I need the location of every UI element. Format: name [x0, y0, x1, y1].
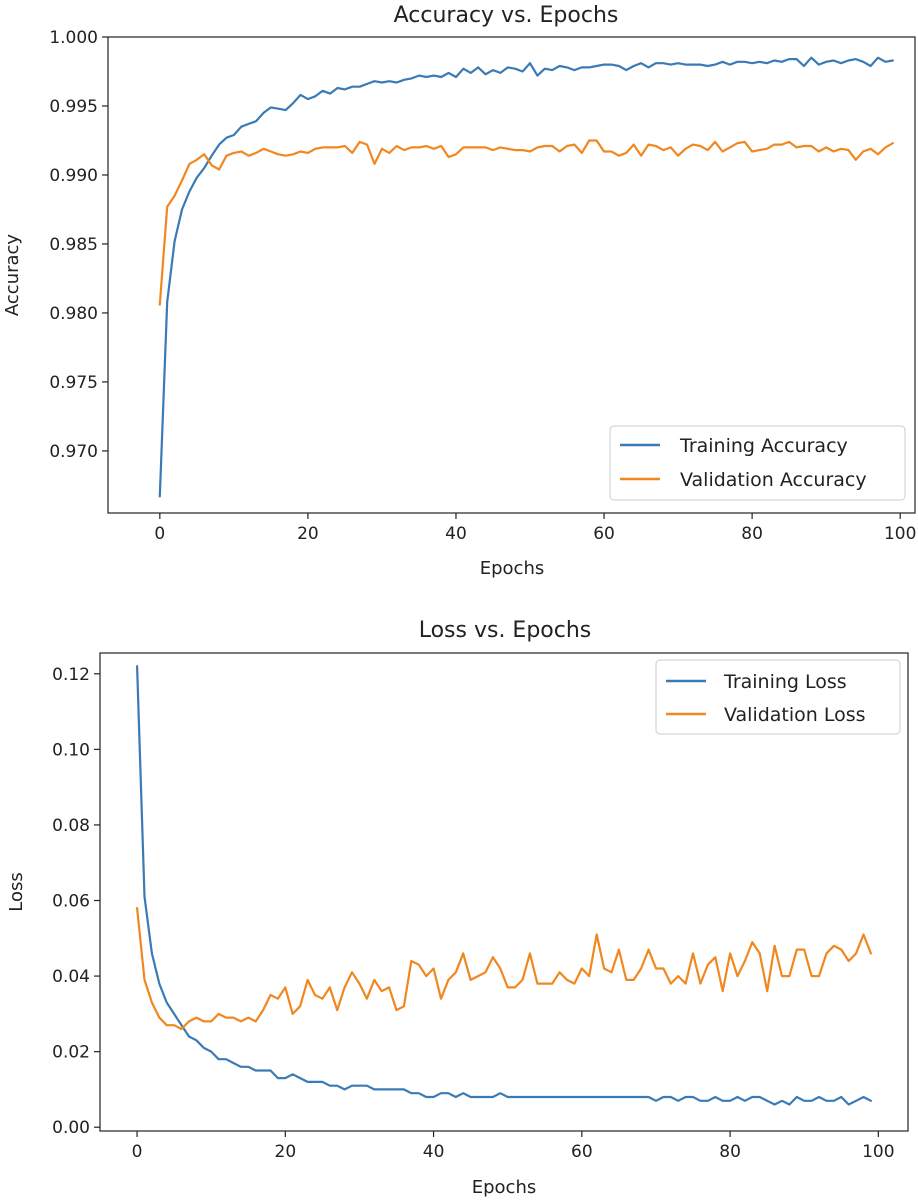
x-tick-label: 60 — [593, 524, 615, 544]
loss-legend: Training Loss Validation Loss — [655, 659, 901, 735]
y-tick-label: 0.995 — [49, 97, 98, 117]
accuracy-y-axis: 0.970 0.975 0.980 0.985 0.990 0.995 1.000 — [49, 28, 108, 462]
loss-series-validation-loss — [136, 906, 873, 1031]
loss-x-label: Epochs — [472, 1177, 537, 1198]
accuracy-series-training-accuracy — [158, 56, 894, 498]
y-tick-label: 0.985 — [49, 235, 98, 255]
x-tick-label: 0 — [154, 524, 165, 544]
loss-y-label: Loss — [6, 872, 27, 911]
y-tick-label: 0.970 — [49, 442, 98, 462]
loss-plot-frame — [99, 652, 909, 1132]
legend-label-training-loss: Training Loss — [723, 671, 847, 693]
y-tick-label: 0.04 — [52, 967, 90, 987]
loss-chart: Loss vs. Epochs 0.00 0.02 0.04 0.06 0.08 0.10… — [6, 618, 909, 1198]
x-tick-label: 80 — [719, 1142, 741, 1162]
x-tick-label: 100 — [884, 524, 916, 544]
loss-x-axis: 0 20 40 60 80 100 — [132, 1131, 895, 1162]
x-tick-label: 80 — [741, 524, 763, 544]
y-tick-label: 0.990 — [49, 166, 98, 186]
x-tick-label: 40 — [423, 1142, 445, 1162]
x-tick-label: 100 — [862, 1142, 894, 1162]
accuracy-series-layer — [158, 56, 894, 498]
accuracy-x-label: Epochs — [480, 558, 545, 579]
x-tick-label: 0 — [132, 1142, 143, 1162]
accuracy-legend: Training Accuracy Validation Accuracy — [609, 425, 906, 501]
loss-series-training-loss — [136, 665, 873, 1106]
loss-legend-box — [655, 659, 901, 735]
y-tick-label: 0.10 — [52, 740, 90, 760]
loss-y-axis: 0.00 0.02 0.04 0.06 0.08 0.10 0.12 — [52, 665, 100, 1138]
accuracy-x-axis: 0 20 40 60 80 100 — [154, 513, 916, 544]
y-tick-label: 0.12 — [52, 665, 90, 685]
y-tick-label: 0.975 — [49, 373, 98, 393]
y-tick-label: 1.000 — [49, 28, 98, 48]
x-tick-label: 20 — [297, 524, 319, 544]
y-tick-label: 0.08 — [52, 816, 90, 836]
y-tick-label: 0.980 — [49, 304, 98, 324]
accuracy-series-validation-accuracy — [158, 139, 894, 306]
loss-chart-title: Loss vs. Epochs — [419, 618, 592, 643]
accuracy-chart-title: Accuracy vs. Epochs — [394, 3, 619, 28]
x-tick-label: 20 — [275, 1142, 297, 1162]
x-tick-label: 60 — [571, 1142, 593, 1162]
accuracy-y-label: Accuracy — [2, 234, 23, 317]
y-tick-label: 0.06 — [52, 892, 90, 912]
legend-label-training-accuracy: Training Accuracy — [679, 435, 848, 457]
legend-label-validation-loss: Validation Loss — [724, 704, 866, 726]
legend-label-validation-accuracy: Validation Accuracy — [680, 469, 867, 491]
x-tick-label: 40 — [445, 524, 467, 544]
accuracy-plot-frame — [107, 36, 916, 514]
y-tick-label: 0.00 — [52, 1118, 90, 1138]
accuracy-legend-box — [609, 425, 906, 501]
accuracy-chart: Accuracy vs. Epochs 0.970 0.975 0.980 0.985… — [2, 3, 916, 579]
y-tick-label: 0.02 — [52, 1043, 90, 1063]
loss-series-layer — [136, 665, 873, 1106]
